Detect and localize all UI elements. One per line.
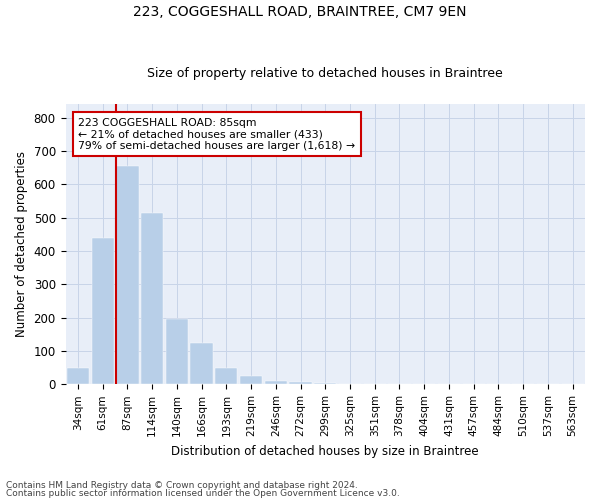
Bar	[141, 212, 163, 384]
Bar	[289, 382, 311, 384]
Title: Size of property relative to detached houses in Braintree: Size of property relative to detached ho…	[148, 66, 503, 80]
Text: Contains HM Land Registry data © Crown copyright and database right 2024.: Contains HM Land Registry data © Crown c…	[6, 481, 358, 490]
Bar	[116, 166, 139, 384]
Bar	[215, 368, 238, 384]
Text: 223 COGGESHALL ROAD: 85sqm
← 21% of detached houses are smaller (433)
79% of sem: 223 COGGESHALL ROAD: 85sqm ← 21% of deta…	[78, 118, 355, 151]
X-axis label: Distribution of detached houses by size in Braintree: Distribution of detached houses by size …	[172, 444, 479, 458]
Bar	[314, 382, 337, 384]
Y-axis label: Number of detached properties: Number of detached properties	[15, 152, 28, 338]
Bar	[240, 376, 262, 384]
Bar	[265, 381, 287, 384]
Text: Contains public sector information licensed under the Open Government Licence v3: Contains public sector information licen…	[6, 488, 400, 498]
Text: 223, COGGESHALL ROAD, BRAINTREE, CM7 9EN: 223, COGGESHALL ROAD, BRAINTREE, CM7 9EN	[133, 5, 467, 19]
Bar	[92, 238, 114, 384]
Bar	[166, 320, 188, 384]
Bar	[190, 342, 213, 384]
Bar	[67, 368, 89, 384]
